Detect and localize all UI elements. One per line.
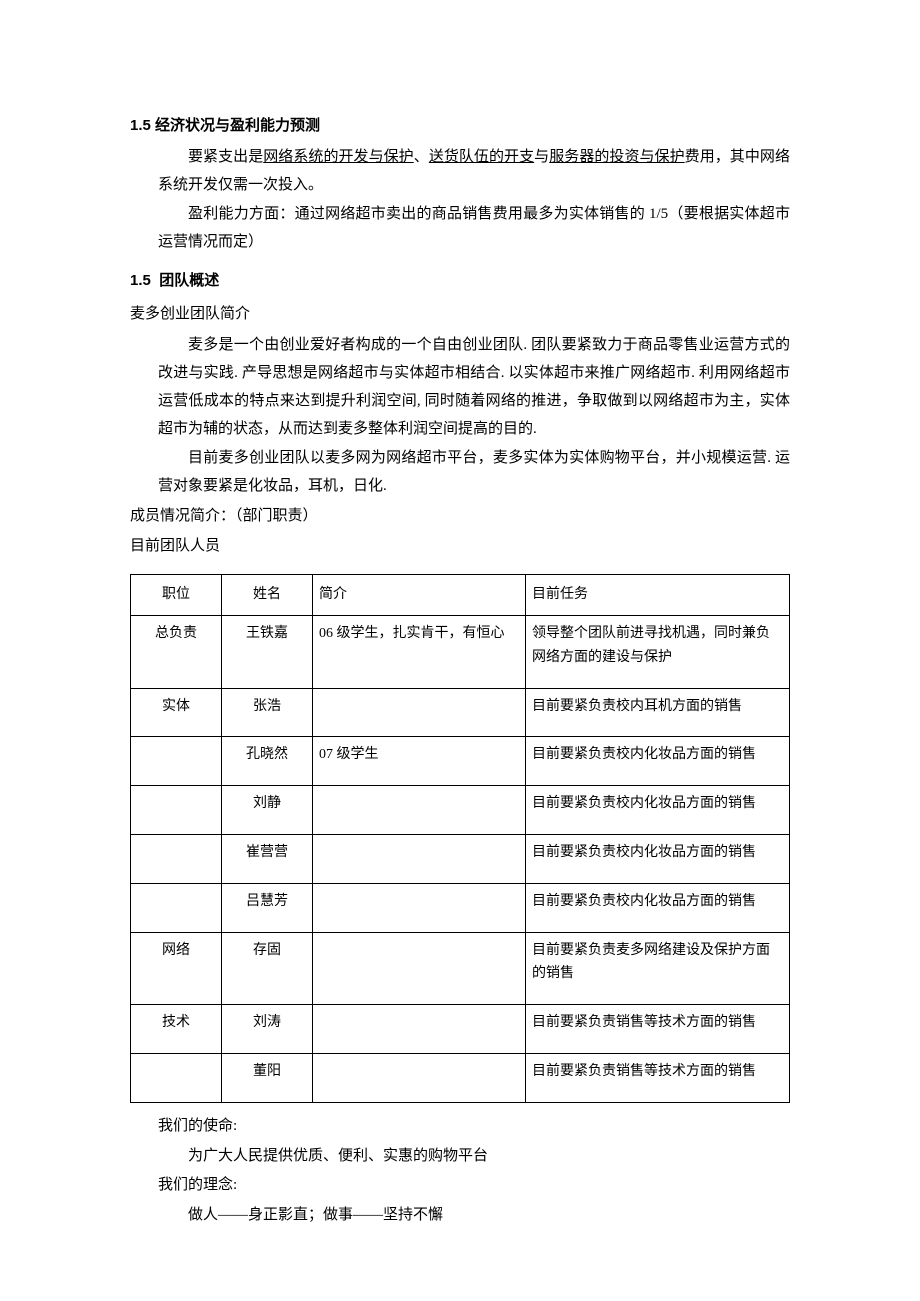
table-cell: 刘静 — [222, 786, 313, 835]
mission-block: 我们的使命: 为广大人民提供优质、便利、实惠的购物平台 我们的理念: 做人——身… — [130, 1113, 790, 1230]
paragraph: 盈利能力方面：通过网络超市卖出的商品销售费用最多为实体销售的 1/5（要根据实体… — [130, 201, 790, 257]
philosophy-label: 我们的理念: — [158, 1172, 790, 1200]
intro-label: 麦多创业团队简介 — [130, 301, 790, 329]
section-heading-2: 1.5 团队概述 — [130, 267, 790, 295]
table-cell — [313, 932, 526, 1005]
table-cell: 06 级学生，扎实肯干，有恒心 — [313, 616, 526, 689]
underlined-text: 服务器的投资与保护 — [549, 149, 684, 165]
heading-text: 团队概述 — [159, 272, 219, 289]
text: 与 — [534, 149, 549, 165]
paragraph: 目前麦多创业团队以麦多网为网络超市平台，麦多实体为实体购物平台，并小规模运营. … — [130, 445, 790, 501]
table-cell — [131, 786, 222, 835]
team-label: 目前团队人员 — [130, 533, 790, 561]
table-cell: 目前要紧负责校内耳机方面的销售 — [526, 688, 790, 737]
underlined-text: 网络系统的开发与保护 — [263, 149, 414, 165]
table-row: 实体 张浩 目前要紧负责校内耳机方面的销售 — [131, 688, 790, 737]
table-cell — [313, 688, 526, 737]
table-cell — [131, 835, 222, 884]
member-label: 成员情况简介：（部门职责） — [130, 503, 790, 531]
table-cell: 王铁嘉 — [222, 616, 313, 689]
table-cell: 目前要紧负责校内化妆品方面的销售 — [526, 835, 790, 884]
table-cell — [313, 1054, 526, 1103]
table-cell — [313, 1005, 526, 1054]
text: 、 — [414, 149, 429, 165]
table-cell: 目前要紧负责校内化妆品方面的销售 — [526, 737, 790, 786]
mission-text: 为广大人民提供优质、便利、实惠的购物平台 — [158, 1143, 790, 1171]
team-table: 职位 姓名 简介 目前任务 总负责 王铁嘉 06 级学生，扎实肯干，有恒心 领导… — [130, 574, 790, 1103]
heading-text: 经济状况与盈利能力预测 — [155, 117, 320, 134]
underlined-text: 送货队伍的开支 — [429, 149, 534, 165]
table-cell: 崔营营 — [222, 835, 313, 884]
paragraph: 要紧支出是网络系统的开发与保护、送货队伍的开支与服务器的投资与保护费用，其中网络… — [130, 144, 790, 200]
table-cell: 领导整个团队前进寻找机遇，同时兼负网络方面的建设与保护 — [526, 616, 790, 689]
table-cell: 技术 — [131, 1005, 222, 1054]
table-row: 技术 刘涛 目前要紧负责销售等技术方面的销售 — [131, 1005, 790, 1054]
table-cell — [131, 737, 222, 786]
table-row: 刘静 目前要紧负责校内化妆品方面的销售 — [131, 786, 790, 835]
table-cell: 存固 — [222, 932, 313, 1005]
heading-number: 1.5 — [130, 117, 151, 134]
table-header-cell: 目前任务 — [526, 575, 790, 616]
section-heading-1: 1.5 经济状况与盈利能力预测 — [130, 112, 790, 140]
table-cell: 07 级学生 — [313, 737, 526, 786]
document-page: 1.5 经济状况与盈利能力预测 要紧支出是网络系统的开发与保护、送货队伍的开支与… — [0, 0, 920, 1301]
table-cell — [313, 883, 526, 932]
table-cell: 目前要紧负责销售等技术方面的销售 — [526, 1005, 790, 1054]
table-row: 吕慧芳 目前要紧负责校内化妆品方面的销售 — [131, 883, 790, 932]
table-header-cell: 简介 — [313, 575, 526, 616]
table-header-cell: 职位 — [131, 575, 222, 616]
table-row: 总负责 王铁嘉 06 级学生，扎实肯干，有恒心 领导整个团队前进寻找机遇，同时兼… — [131, 616, 790, 689]
heading-number: 1.5 — [130, 272, 151, 289]
table-cell: 孔晓然 — [222, 737, 313, 786]
table-cell: 目前要紧负责校内化妆品方面的销售 — [526, 883, 790, 932]
table-cell: 刘涛 — [222, 1005, 313, 1054]
table-cell — [131, 883, 222, 932]
text: 要紧支出是 — [188, 149, 263, 165]
table-cell: 总负责 — [131, 616, 222, 689]
table-row: 孔晓然 07 级学生 目前要紧负责校内化妆品方面的销售 — [131, 737, 790, 786]
table-cell: 网络 — [131, 932, 222, 1005]
table-header-row: 职位 姓名 简介 目前任务 — [131, 575, 790, 616]
table-cell — [313, 786, 526, 835]
table-cell: 董阳 — [222, 1054, 313, 1103]
table-cell — [313, 835, 526, 884]
table-cell: 实体 — [131, 688, 222, 737]
table-cell: 张浩 — [222, 688, 313, 737]
table-row: 网络 存固 目前要紧负责麦多网络建设及保护方面的销售 — [131, 932, 790, 1005]
table-header-cell: 姓名 — [222, 575, 313, 616]
table-row: 崔营营 目前要紧负责校内化妆品方面的销售 — [131, 835, 790, 884]
table-cell: 吕慧芳 — [222, 883, 313, 932]
table-row: 董阳 目前要紧负责销售等技术方面的销售 — [131, 1054, 790, 1103]
table-cell: 目前要紧负责销售等技术方面的销售 — [526, 1054, 790, 1103]
mission-label: 我们的使命: — [158, 1113, 790, 1141]
table-cell: 目前要紧负责麦多网络建设及保护方面的销售 — [526, 932, 790, 1005]
table-cell: 目前要紧负责校内化妆品方面的销售 — [526, 786, 790, 835]
philosophy-text: 做人——身正影直；做事——坚持不懈 — [158, 1202, 790, 1230]
paragraph: 麦多是一个由创业爱好者构成的一个自由创业团队. 团队要紧致力于商品零售业运营方式… — [130, 332, 790, 443]
table-cell — [131, 1054, 222, 1103]
